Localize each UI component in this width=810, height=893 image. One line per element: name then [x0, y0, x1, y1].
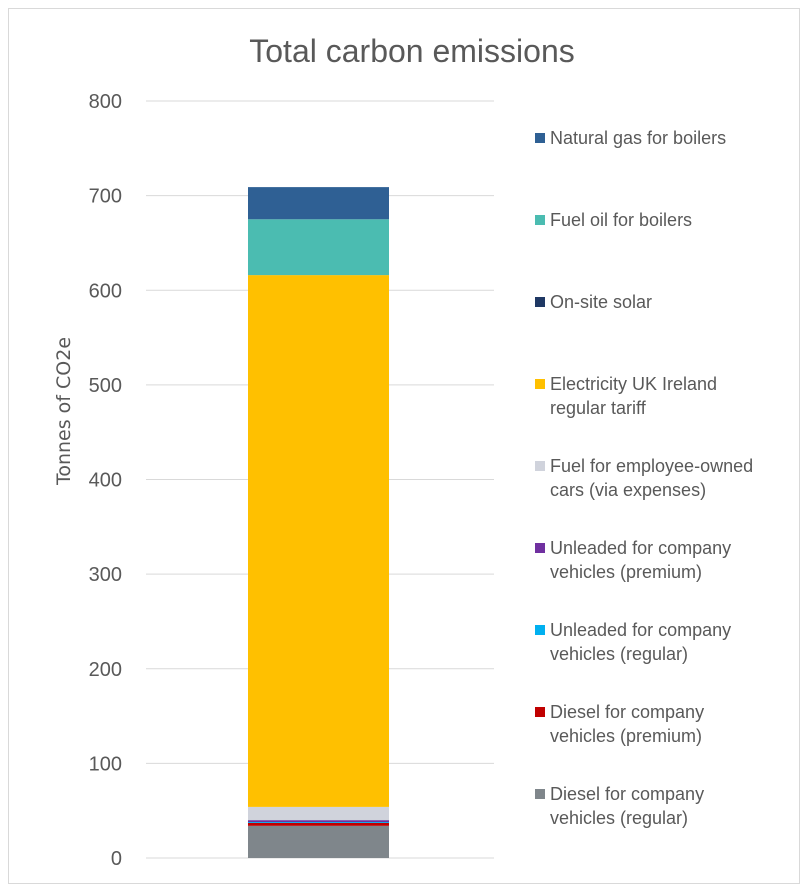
legend-label: On-site solar [550, 292, 652, 312]
y-tick-label: 600 [89, 280, 122, 302]
y-tick-label: 400 [89, 470, 122, 492]
bar-stack [248, 187, 389, 858]
legend-label-cont: vehicles (premium) [550, 726, 702, 746]
legend-swatch [535, 297, 545, 307]
bar-segment-4 [248, 806, 389, 821]
bar-segment-1 [248, 822, 389, 826]
legend-label-cont: cars (via expenses) [550, 480, 706, 500]
legend-label-cont: vehicles (regular) [550, 808, 688, 828]
bar-segment-2 [248, 822, 389, 823]
legend-label: Electricity UK Ireland [550, 374, 717, 394]
bar-segment-0 [248, 825, 389, 858]
legend-swatch [535, 789, 545, 799]
legend-label: Fuel for employee-owned [550, 456, 753, 476]
y-axis-label: Tonnes of CO2e [53, 337, 75, 486]
legend-swatch [535, 625, 545, 635]
y-axis-ticks: 0 100 200 300 400 500 600 700 800 [89, 91, 122, 870]
legend-swatch [535, 461, 545, 471]
legend-swatch [535, 543, 545, 553]
bar-segment-3 [248, 820, 389, 823]
legend-label: Unleaded for company [550, 538, 731, 558]
legend-label: Diesel for company [550, 702, 704, 722]
bar-segment-5 [248, 275, 389, 807]
chart-title: Total carbon emissions [249, 33, 574, 69]
legend-swatch [535, 215, 545, 225]
y-tick-label: 100 [89, 753, 122, 775]
legend-label-cont: vehicles (regular) [550, 644, 688, 664]
legend-label: Unleaded for company [550, 620, 731, 640]
legend-label: Natural gas for boilers [550, 128, 726, 148]
y-tick-label: 500 [89, 375, 122, 397]
legend: Natural gas for boilers Fuel oil for boil… [535, 128, 753, 828]
chart-frame [8, 8, 800, 884]
legend-label: Fuel oil for boilers [550, 210, 692, 230]
legend-swatch [535, 707, 545, 717]
y-tick-label: 800 [89, 91, 122, 113]
y-tick-label: 300 [89, 564, 122, 586]
legend-label-cont: vehicles (premium) [550, 562, 702, 582]
legend-label: Diesel for company [550, 784, 704, 804]
y-tick-label: 200 [89, 659, 122, 681]
bar-segment-8 [248, 187, 389, 220]
y-tick-label: 700 [89, 186, 122, 208]
legend-swatch [535, 133, 545, 143]
legend-label-cont: regular tariff [550, 398, 647, 418]
bar-segment-7 [248, 219, 389, 276]
legend-swatch [535, 379, 545, 389]
y-tick-label: 0 [111, 848, 122, 870]
